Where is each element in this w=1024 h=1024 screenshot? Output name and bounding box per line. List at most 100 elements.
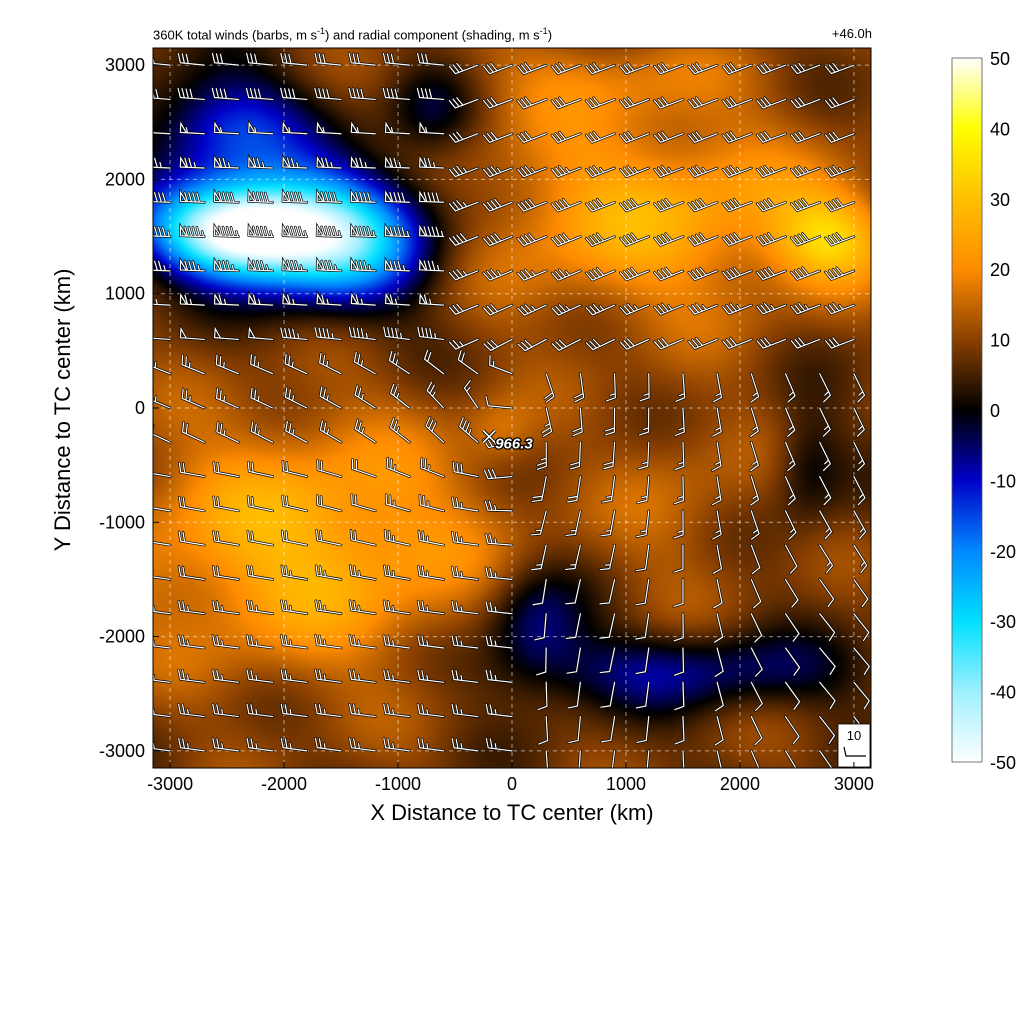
wind-barb xyxy=(687,232,719,247)
wind-barb xyxy=(784,543,799,575)
wind-barb xyxy=(281,460,309,478)
wind-barb xyxy=(153,87,172,101)
wind-barb xyxy=(385,456,411,478)
wind-barb xyxy=(653,266,685,282)
wind-barb xyxy=(279,668,309,684)
wind-barb xyxy=(852,406,866,438)
wind-barb xyxy=(153,225,172,238)
wind-barb xyxy=(584,165,616,178)
wind-barb xyxy=(279,326,309,341)
wind-barb xyxy=(516,165,548,178)
wind-barb xyxy=(681,749,686,768)
wind-barb xyxy=(755,302,787,316)
wind-barb xyxy=(611,749,616,768)
wind-barb xyxy=(281,222,309,238)
wind-barb xyxy=(674,406,686,437)
wind-barb xyxy=(211,565,240,581)
wind-barb xyxy=(179,290,206,307)
wind-barb xyxy=(564,612,582,640)
wind-barb xyxy=(564,578,582,606)
wind-barb xyxy=(711,406,723,438)
wind-barb xyxy=(852,612,871,642)
wind-barb xyxy=(416,737,445,753)
wind-barb xyxy=(177,702,206,718)
wind-barb xyxy=(315,188,343,204)
wind-barb xyxy=(755,62,787,75)
x-tick-label: 3000 xyxy=(834,774,874,794)
wind-barb xyxy=(713,646,725,678)
wind-barb xyxy=(180,353,206,376)
wind-barb xyxy=(598,578,616,606)
wind-barb xyxy=(824,165,856,178)
wind-barb xyxy=(245,668,274,684)
plot-area: 966.3 10 xyxy=(152,47,872,769)
wind-barb xyxy=(605,372,617,403)
wind-barb xyxy=(687,336,719,350)
wind-barb xyxy=(448,338,480,351)
wind-barb xyxy=(619,96,651,110)
wind-barb xyxy=(315,153,343,170)
wind-barb xyxy=(516,232,548,247)
wind-barb xyxy=(818,372,832,404)
wind-barb xyxy=(687,62,719,75)
wind-barb xyxy=(247,290,274,307)
wind-barb xyxy=(281,153,309,170)
x-tick-label: 1000 xyxy=(606,774,646,794)
wind-barb xyxy=(550,96,582,110)
wind-barb xyxy=(711,372,723,404)
wind-barb xyxy=(279,52,309,67)
wind-barb xyxy=(488,354,514,376)
wind-barb xyxy=(347,52,377,67)
wind-barb xyxy=(418,256,445,273)
wind-barb xyxy=(635,715,651,744)
wind-barb xyxy=(315,529,343,547)
wind-barb xyxy=(750,578,763,610)
wind-barb xyxy=(516,338,548,353)
wind-barb xyxy=(564,543,582,571)
tc-pressure-label: 966.3 xyxy=(495,436,533,453)
wind-barb xyxy=(564,509,582,537)
wind-barb xyxy=(348,634,377,650)
wind-barb xyxy=(516,130,548,144)
wind-barb xyxy=(318,385,343,410)
wind-barb xyxy=(153,157,172,170)
wind-barb xyxy=(179,324,206,341)
wind-barb xyxy=(824,336,856,350)
wind-barb xyxy=(550,62,582,75)
wind-barb xyxy=(211,737,240,753)
wind-barb xyxy=(315,494,343,513)
wind-barb xyxy=(818,680,837,711)
wind-barb xyxy=(482,62,514,75)
wind-barb xyxy=(245,737,274,753)
wind-barb xyxy=(315,222,343,238)
chart-title: 360K total winds (barbs, m s-1) and radi… xyxy=(153,26,553,43)
wind-barb xyxy=(215,421,240,444)
wind-barb xyxy=(153,708,172,718)
wind-barb xyxy=(619,302,651,316)
wind-barb xyxy=(673,440,686,471)
wind-barb xyxy=(484,600,514,616)
wind-barb xyxy=(653,337,685,351)
wind-barb xyxy=(353,351,377,376)
y-tick-label: 0 xyxy=(135,398,145,418)
wind-barb xyxy=(852,440,866,472)
y-tick-label: -1000 xyxy=(99,512,145,532)
wind-barb xyxy=(349,222,377,238)
wind-barb xyxy=(482,198,514,213)
wind-barb xyxy=(348,326,377,341)
wind-barb xyxy=(153,673,172,684)
wind-barb xyxy=(247,222,274,238)
wind-barb xyxy=(714,680,725,712)
wind-barb xyxy=(653,165,685,178)
wind-barb xyxy=(153,541,172,547)
wind-barb xyxy=(673,475,685,506)
wind-barb xyxy=(348,599,377,616)
wind-barb xyxy=(349,153,377,170)
wind-barb xyxy=(619,62,651,75)
wind-barb xyxy=(210,87,240,101)
wind-barb xyxy=(711,475,723,506)
wind-barb xyxy=(637,440,651,471)
colorbar-tick-label: -30 xyxy=(990,612,1016,632)
wind-barb xyxy=(619,198,651,213)
wind-barb xyxy=(749,406,760,438)
